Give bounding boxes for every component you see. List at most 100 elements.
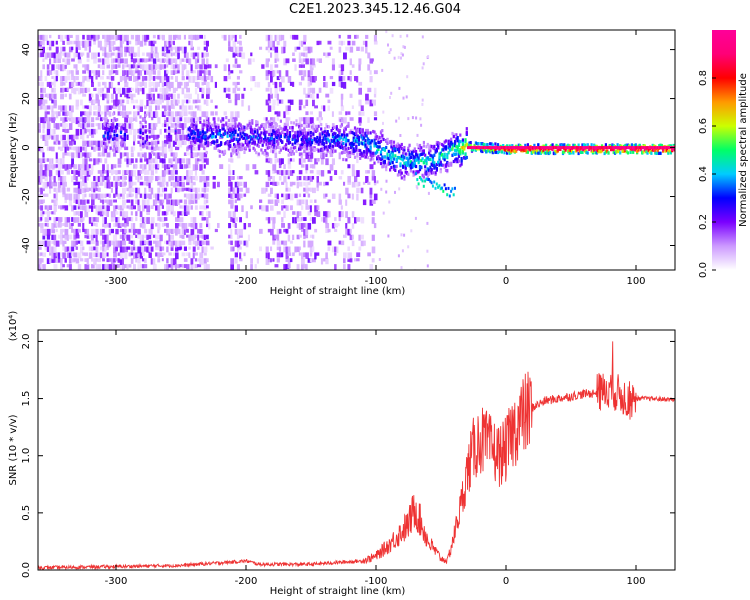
heatmap-cell [164, 81, 168, 87]
heatmap-cell [351, 131, 354, 135]
heatmap-cell [93, 158, 96, 166]
heatmap-cell [340, 123, 343, 127]
heatmap-cell [124, 111, 128, 117]
heatmap-cell [113, 58, 117, 63]
heatmap-cell [325, 153, 328, 157]
heatmap-cell [126, 193, 129, 198]
heatmap-cell [327, 99, 331, 104]
heatmap-cell [347, 164, 351, 169]
heatmap-cell [354, 76, 357, 82]
heatmap-cell [541, 150, 544, 154]
heatmap-cell [554, 149, 557, 153]
heatmap-cell [151, 150, 154, 155]
heatmap-cell [428, 172, 431, 176]
heatmap-cell [188, 223, 192, 227]
heatmap-cell [117, 176, 120, 181]
heatmap-cell [254, 81, 257, 88]
heatmap-cell [390, 165, 393, 170]
heatmap-cell [64, 223, 69, 228]
heatmap-cell [298, 105, 302, 111]
heatmap-cell [181, 111, 185, 117]
heatmap-cell [303, 135, 306, 140]
heatmap-cell [60, 87, 64, 93]
heatmap-cell [309, 76, 313, 83]
heatmap-cell [289, 193, 294, 201]
heatmap-cell [307, 87, 311, 95]
heatmap-cell [283, 132, 286, 137]
heatmap-cell [44, 181, 49, 189]
heatmap-cell [42, 176, 46, 180]
heatmap-cell [590, 148, 593, 152]
heatmap-cell [106, 40, 111, 46]
heatmap-cell [340, 81, 343, 88]
heatmap-cell [88, 99, 93, 103]
heatmap-cell [102, 146, 106, 153]
heatmap-cell [447, 151, 450, 155]
heatmap-cell [228, 76, 231, 80]
heatmap-cell [309, 138, 312, 142]
heatmap-cell [73, 146, 78, 151]
heatmap-cell [210, 123, 214, 127]
heatmap-cell [188, 234, 191, 242]
heatmap-cell [66, 128, 70, 133]
heatmap-cell [253, 140, 256, 144]
heatmap-cell [187, 127, 190, 131]
heatmap-cell [403, 45, 406, 49]
heatmap-cell [133, 223, 136, 230]
heatmap-cell [84, 187, 89, 192]
heatmap-cell [378, 258, 381, 261]
heatmap-cell [276, 211, 281, 215]
heatmap-cell [269, 122, 272, 127]
heatmap-cell [106, 76, 111, 80]
heatmap-cell [130, 240, 135, 245]
heatmap-cell [137, 34, 141, 41]
heatmap-cell [275, 140, 279, 144]
heatmap-cell [317, 149, 320, 153]
heatmap-cell [270, 146, 273, 153]
heatmap-cell [373, 144, 376, 148]
heatmap-cell [62, 123, 66, 129]
heatmap-cell [434, 171, 437, 175]
heatmap-cell [130, 223, 135, 230]
heatmap-cell [117, 64, 121, 68]
heatmap-cell [161, 170, 165, 177]
heatmap-cell [155, 176, 159, 182]
heatmap-cell [489, 142, 492, 146]
heatmap-cell [128, 40, 132, 45]
heatmap-cell [152, 123, 157, 130]
heatmap-cell [157, 146, 161, 151]
heatmap-cell [276, 234, 280, 241]
heatmap-cell [360, 152, 364, 158]
heatmap-cell [285, 123, 289, 127]
heatmap-cell [327, 133, 331, 137]
heatmap-cell [295, 139, 298, 143]
heatmap-cell [496, 143, 500, 147]
heatmap-cell [194, 99, 198, 104]
heatmap-cell [209, 142, 212, 146]
heatmap-cell [197, 246, 200, 250]
heatmap-cell [629, 148, 632, 152]
heatmap-cell [491, 151, 494, 155]
heatmap-cell [305, 181, 309, 189]
heatmap-cell [186, 128, 190, 133]
heatmap-cell [161, 252, 166, 256]
heatmap-cell [38, 52, 42, 58]
heatmap-cell [338, 34, 341, 39]
signal-band [103, 112, 675, 198]
heatmap-cell [616, 143, 619, 147]
heatmap-cell [192, 136, 195, 141]
heatmap-cell [239, 176, 243, 180]
heatmap-cell [40, 76, 43, 82]
heatmap-cell [437, 143, 440, 147]
heatmap-cell [227, 141, 230, 145]
heatmap-cell [428, 168, 431, 172]
heatmap-cell [385, 145, 388, 150]
heatmap-cell [560, 143, 563, 147]
heatmap-cell [418, 148, 422, 152]
heatmap-cell [128, 264, 132, 268]
heatmap-cell [230, 270, 233, 276]
heatmap-cell [262, 131, 266, 135]
heatmap-cell [276, 252, 281, 258]
heatmap-cell [164, 123, 167, 127]
heatmap-cell [376, 144, 379, 149]
